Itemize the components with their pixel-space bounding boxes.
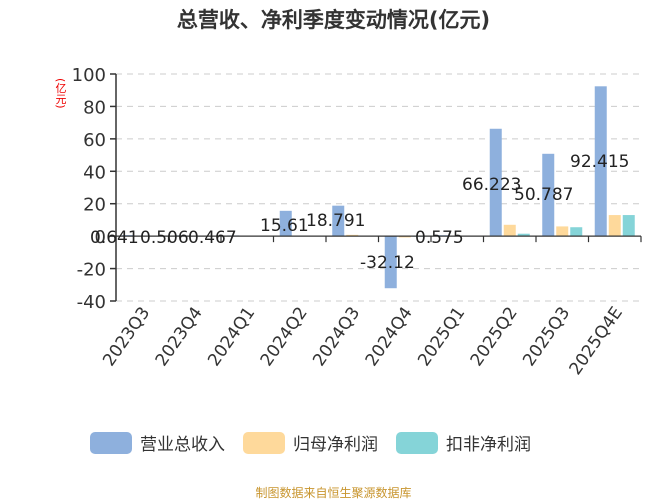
bar-2024Q4 xyxy=(384,236,397,289)
bar-2024Q4 xyxy=(398,236,411,238)
legend-label-deducted-net-profit: 扣非净利润 xyxy=(446,435,531,455)
legend-swatch-revenue xyxy=(90,431,132,454)
x-tick-label: 2024Q3 xyxy=(309,303,364,370)
data-label: -32.12 xyxy=(360,253,415,273)
x-tick-label: 2024Q1 xyxy=(204,303,259,370)
data-label: 92.415 xyxy=(570,152,629,172)
bar-2025Q2 xyxy=(503,224,516,237)
bar-2025Q4E xyxy=(622,215,635,237)
bar-2025Q3 xyxy=(556,226,569,237)
x-tick-label: 2024Q2 xyxy=(257,303,312,370)
x-tick-label: 2023Q3 xyxy=(99,303,154,370)
bar-2025Q4E xyxy=(594,86,607,237)
legend-label-net-profit: 归母净利润 xyxy=(293,435,378,455)
legend-item-net-profit[interactable]: 归母净利润 xyxy=(243,430,378,455)
x-tick-label: 2025Q3 xyxy=(519,303,574,370)
data-label: 18.791 xyxy=(306,211,365,231)
data-label: 0.467 xyxy=(188,228,237,248)
data-label: 0.641 xyxy=(90,228,139,248)
bar-2025Q4E xyxy=(608,215,621,237)
bar-chart: 100806040200-20-402023Q32023Q42024Q12024… xyxy=(72,65,642,379)
y-tick-label: 20 xyxy=(83,195,106,216)
legend-item-deducted-net-profit[interactable]: 扣非净利润 xyxy=(396,430,531,455)
bar-2024Q3 xyxy=(346,234,359,237)
bar-2025Q3 xyxy=(542,153,555,237)
bar-2025Q2 xyxy=(489,128,502,237)
bar-2024Q3 xyxy=(332,205,345,237)
x-tick-label: 2024Q4 xyxy=(362,303,417,370)
data-label: 0.506 xyxy=(140,228,189,248)
y-tick-label: 60 xyxy=(83,130,106,151)
y-axis-unit-label: (亿元) xyxy=(54,78,67,109)
y-tick-label: -20 xyxy=(77,260,106,281)
data-label: 50.787 xyxy=(514,185,573,205)
x-tick-label: 2025Q4E xyxy=(566,303,627,379)
legend-label-revenue: 营业总收入 xyxy=(140,435,225,455)
data-label: 15.61 xyxy=(260,216,309,236)
chart-title: 总营收、净利季度变动情况(亿元) xyxy=(176,8,491,32)
y-tick-label: 40 xyxy=(83,162,106,183)
x-tick-label: 2023Q4 xyxy=(152,303,207,370)
data-label: 0.575 xyxy=(415,228,464,248)
y-tick-label: 100 xyxy=(72,65,106,86)
x-tick-label: 2025Q1 xyxy=(414,303,469,370)
bar-2025Q3 xyxy=(570,227,583,237)
y-tick-label: 0 xyxy=(95,227,106,248)
y-tick-label: -40 xyxy=(77,292,106,313)
data-label: 66.223 xyxy=(462,175,521,195)
data-source-note: 制图数据来自恒生聚源数据库 xyxy=(255,486,412,500)
bar-2025Q2 xyxy=(517,233,530,237)
x-tick-label: 2025Q2 xyxy=(467,303,522,370)
bar-2024Q2 xyxy=(279,210,292,237)
legend: 营业总收入 归母净利润 扣非净利润 xyxy=(90,430,531,455)
legend-item-revenue[interactable]: 营业总收入 xyxy=(90,430,225,455)
y-tick-label: 80 xyxy=(83,97,106,118)
legend-swatch-net-profit xyxy=(243,431,285,454)
legend-swatch-deducted-net-profit xyxy=(396,431,438,454)
